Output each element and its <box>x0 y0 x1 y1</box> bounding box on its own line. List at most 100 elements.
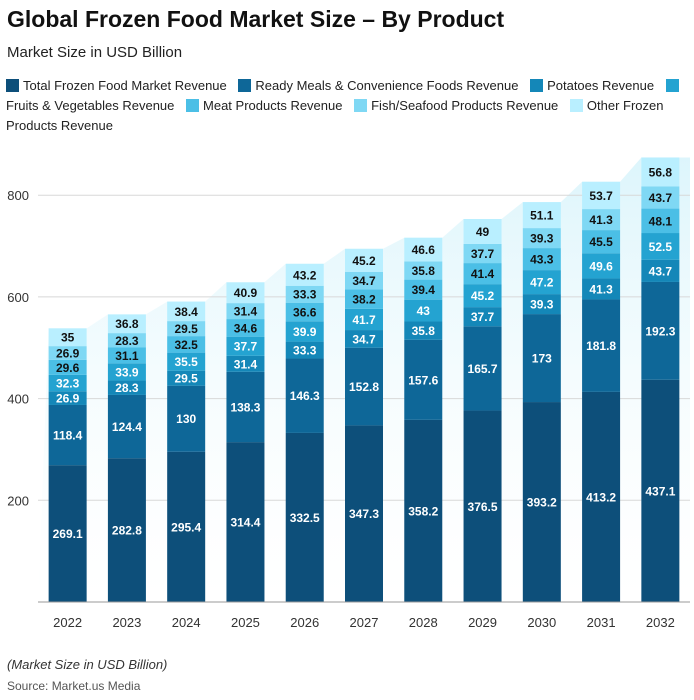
data-label: 31.1 <box>115 349 139 363</box>
bar-segment <box>641 281 680 380</box>
bar-segment <box>463 218 502 244</box>
bar-segment <box>641 259 680 282</box>
bar-segment <box>522 228 561 249</box>
bar-segment <box>463 263 502 285</box>
bar-segment <box>641 208 680 234</box>
bar-segment <box>582 230 621 254</box>
legend: Total Frozen Food Market Revenue Ready M… <box>6 76 690 136</box>
legend-item: Other Frozen Products Revenue <box>6 98 664 133</box>
data-label: 173 <box>532 352 552 366</box>
bar-segment <box>226 319 265 337</box>
data-label: 413.2 <box>586 490 616 504</box>
bar-segment <box>522 270 561 295</box>
stacked-bar-chart: 200400600800269.1118.426.932.329.626.935… <box>7 157 690 630</box>
legend-label: Fruits & Vegetables Revenue <box>6 98 175 113</box>
bar-segment <box>226 442 265 602</box>
data-label: 35.5 <box>175 355 199 369</box>
data-label: 39.3 <box>530 298 554 312</box>
legend-item: Total Frozen Food Market Revenue <box>6 78 227 93</box>
data-label: 37.7 <box>471 310 495 324</box>
data-label: 35 <box>61 331 75 345</box>
data-label: 37.7 <box>471 247 495 261</box>
data-label: 295.4 <box>171 520 201 534</box>
bar-segment <box>522 402 561 602</box>
bar-segment <box>404 279 443 300</box>
data-label: 43.3 <box>530 253 554 267</box>
data-label: 181.8 <box>586 339 616 353</box>
bar-segment <box>167 301 206 322</box>
bar-segment <box>345 330 383 348</box>
bar-segment <box>641 233 680 260</box>
source-text: Source: Market.us Media <box>7 679 141 693</box>
bar-segment <box>107 394 146 459</box>
data-label: 41.3 <box>589 282 613 296</box>
bar-segment <box>107 314 146 334</box>
bar-segment <box>345 271 383 290</box>
footnote: (Market Size in USD Billion) <box>7 657 168 672</box>
data-label: 393.2 <box>527 496 557 510</box>
bar-segment <box>285 358 324 433</box>
y-tick-label: 600 <box>7 290 29 305</box>
x-tick-label: 2027 <box>350 615 379 630</box>
data-label: 38.2 <box>352 293 376 307</box>
bar-segment <box>582 253 621 279</box>
data-label: 282.8 <box>112 524 142 538</box>
legend-item: Potatoes Revenue <box>530 78 654 93</box>
x-tick-label: 2029 <box>468 615 497 630</box>
data-label: 38.4 <box>175 305 199 319</box>
data-label: 157.6 <box>408 373 438 387</box>
data-label: 40.9 <box>234 286 258 300</box>
bar-segment <box>463 284 502 308</box>
data-label: 34.7 <box>352 332 376 346</box>
data-label: 358.2 <box>408 504 438 518</box>
bar-segment <box>285 321 324 342</box>
data-label: 43.7 <box>649 191 673 205</box>
bar-segment <box>582 299 621 392</box>
data-label: 332.5 <box>290 511 320 525</box>
data-label: 41.7 <box>352 313 376 327</box>
data-label: 52.5 <box>649 240 673 254</box>
legend-label: Ready Meals & Convenience Foods Revenue <box>255 78 519 93</box>
data-label: 33.3 <box>293 288 317 302</box>
bar-segment <box>404 419 443 602</box>
x-tick-label: 2023 <box>112 615 141 630</box>
bar-segment <box>404 321 443 340</box>
bar-segment <box>582 278 621 300</box>
bar-segment <box>48 374 87 392</box>
bar-segment <box>285 432 324 602</box>
bar-segment <box>167 385 206 452</box>
bar-segment <box>107 380 146 395</box>
data-label: 51.1 <box>530 209 554 223</box>
bar-segment <box>226 371 265 443</box>
legend-item: Fish/Seafood Products Revenue <box>354 98 558 113</box>
x-tick-label: 2026 <box>290 615 319 630</box>
y-tick-label: 800 <box>7 188 29 203</box>
chart-subtitle: Market Size in USD Billion <box>7 44 183 61</box>
x-tick-label: 2031 <box>587 615 616 630</box>
x-tick-label: 2024 <box>172 615 201 630</box>
x-tick-label: 2032 <box>646 615 675 630</box>
bar-segment <box>48 391 87 405</box>
bar-segment <box>404 237 443 262</box>
data-label: 43.7 <box>649 264 673 278</box>
bar-segment <box>641 186 680 209</box>
data-label: 29.5 <box>175 372 199 386</box>
data-label: 32.5 <box>175 338 199 352</box>
data-label: 29.5 <box>175 322 199 336</box>
bar-segment <box>345 425 383 602</box>
bar-segment <box>582 181 621 210</box>
bar-segment <box>48 328 87 347</box>
bar-segment <box>345 308 383 331</box>
legend-item: Fruits & Vegetables Revenue <box>6 78 683 113</box>
data-label: 28.3 <box>115 334 139 348</box>
bar-segment <box>582 209 621 231</box>
legend-swatch <box>530 79 544 92</box>
legend-item: Ready Meals & Convenience Foods Revenue <box>238 78 518 93</box>
bar-segment <box>107 363 146 381</box>
data-label: 437.1 <box>645 484 675 498</box>
bar-segment <box>345 248 383 272</box>
legend-swatch <box>665 79 679 92</box>
bar-segment <box>167 451 206 602</box>
legend-item: Meat Products Revenue <box>186 98 342 113</box>
x-tick-label: 2030 <box>527 615 556 630</box>
